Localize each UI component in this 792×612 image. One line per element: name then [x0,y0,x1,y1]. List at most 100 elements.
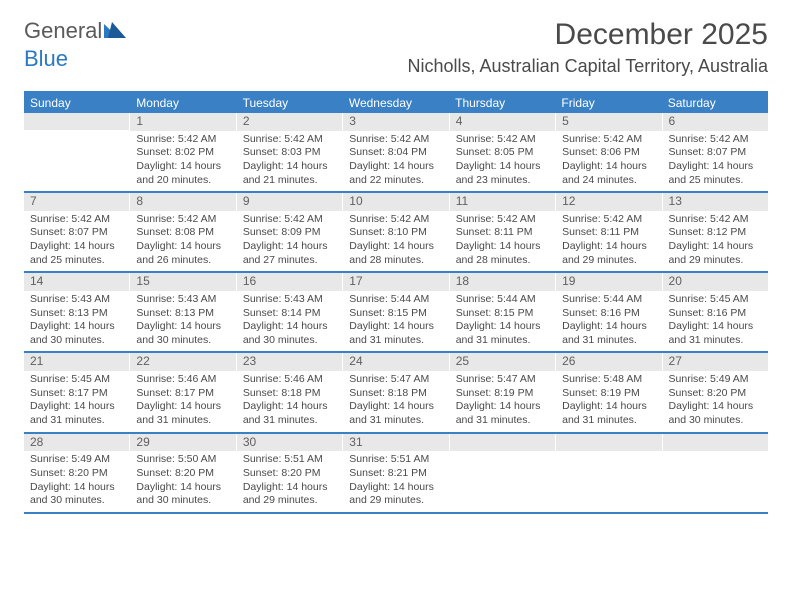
day-cell: 8Sunrise: 5:42 AMSunset: 8:08 PMDaylight… [130,193,236,271]
daylight1-text: Daylight: 14 hours [136,240,229,254]
sunset-text: Sunset: 8:11 PM [562,226,655,240]
day-number: 23 [237,353,342,371]
day-content: Sunrise: 5:42 AMSunset: 8:09 PMDaylight:… [237,211,342,272]
day-cell: 28Sunrise: 5:49 AMSunset: 8:20 PMDayligh… [24,434,130,512]
daylight2-text: and 28 minutes. [456,254,549,268]
daylight2-text: and 26 minutes. [136,254,229,268]
day-content: Sunrise: 5:49 AMSunset: 8:20 PMDaylight:… [663,371,768,432]
daylight2-text: and 31 minutes. [136,414,229,428]
daylight1-text: Daylight: 14 hours [349,160,442,174]
sunset-text: Sunset: 8:17 PM [136,387,229,401]
day-number: 12 [556,193,661,211]
day-content: Sunrise: 5:45 AMSunset: 8:17 PMDaylight:… [24,371,129,432]
day-header-row: Sunday Monday Tuesday Wednesday Thursday… [24,93,768,113]
day-cell [556,434,662,512]
day-cell: 16Sunrise: 5:43 AMSunset: 8:14 PMDayligh… [237,273,343,351]
daylight2-text: and 28 minutes. [349,254,442,268]
sunset-text: Sunset: 8:09 PM [243,226,336,240]
day-content: Sunrise: 5:42 AMSunset: 8:10 PMDaylight:… [343,211,448,272]
sunset-text: Sunset: 8:20 PM [30,467,123,481]
day-number: 19 [556,273,661,291]
sunset-text: Sunset: 8:06 PM [562,146,655,160]
day-content: Sunrise: 5:44 AMSunset: 8:15 PMDaylight:… [450,291,555,352]
sunset-text: Sunset: 8:04 PM [349,146,442,160]
daylight2-text: and 24 minutes. [562,174,655,188]
daylight1-text: Daylight: 14 hours [349,400,442,414]
daylight1-text: Daylight: 14 hours [349,320,442,334]
sunset-text: Sunset: 8:03 PM [243,146,336,160]
daylight1-text: Daylight: 14 hours [136,400,229,414]
daylight2-text: and 30 minutes. [136,334,229,348]
sunrise-text: Sunrise: 5:42 AM [456,213,549,227]
day-content: Sunrise: 5:42 AMSunset: 8:08 PMDaylight:… [130,211,235,272]
daylight2-text: and 29 minutes. [669,254,762,268]
daylight1-text: Daylight: 14 hours [136,320,229,334]
daylight1-text: Daylight: 14 hours [30,481,123,495]
empty-day-number [24,113,129,130]
day-cell [24,113,130,191]
daylight1-text: Daylight: 14 hours [562,400,655,414]
sunrise-text: Sunrise: 5:42 AM [349,213,442,227]
day-number: 15 [130,273,235,291]
sunrise-text: Sunrise: 5:42 AM [669,133,762,147]
day-cell: 9Sunrise: 5:42 AMSunset: 8:09 PMDaylight… [237,193,343,271]
daylight1-text: Daylight: 14 hours [669,400,762,414]
day-number: 3 [343,113,448,131]
day-cell: 18Sunrise: 5:44 AMSunset: 8:15 PMDayligh… [450,273,556,351]
sunset-text: Sunset: 8:02 PM [136,146,229,160]
day-content: Sunrise: 5:44 AMSunset: 8:16 PMDaylight:… [556,291,661,352]
day-number: 20 [663,273,768,291]
sunset-text: Sunset: 8:17 PM [30,387,123,401]
daylight1-text: Daylight: 14 hours [456,240,549,254]
day-number: 10 [343,193,448,211]
day-number: 21 [24,353,129,371]
day-number: 30 [237,434,342,452]
month-title: December 2025 [408,18,768,52]
sunrise-text: Sunrise: 5:45 AM [30,373,123,387]
week-row: 21Sunrise: 5:45 AMSunset: 8:17 PMDayligh… [24,353,768,433]
sunset-text: Sunset: 8:16 PM [669,307,762,321]
day-content: Sunrise: 5:43 AMSunset: 8:13 PMDaylight:… [130,291,235,352]
day-header: Friday [555,93,661,113]
day-content: Sunrise: 5:47 AMSunset: 8:18 PMDaylight:… [343,371,448,432]
week-row: 28Sunrise: 5:49 AMSunset: 8:20 PMDayligh… [24,434,768,514]
daylight2-text: and 20 minutes. [136,174,229,188]
sunset-text: Sunset: 8:11 PM [456,226,549,240]
logo-text-general: General [24,18,102,44]
daylight1-text: Daylight: 14 hours [349,240,442,254]
daylight1-text: Daylight: 14 hours [456,160,549,174]
sunset-text: Sunset: 8:18 PM [349,387,442,401]
sunrise-text: Sunrise: 5:42 AM [136,213,229,227]
day-cell: 4Sunrise: 5:42 AMSunset: 8:05 PMDaylight… [450,113,556,191]
daylight2-text: and 31 minutes. [243,414,336,428]
empty-day-number [663,434,768,451]
day-content: Sunrise: 5:43 AMSunset: 8:14 PMDaylight:… [237,291,342,352]
day-cell: 6Sunrise: 5:42 AMSunset: 8:07 PMDaylight… [663,113,768,191]
daylight2-text: and 31 minutes. [456,334,549,348]
daylight2-text: and 30 minutes. [30,334,123,348]
day-content: Sunrise: 5:42 AMSunset: 8:11 PMDaylight:… [450,211,555,272]
location-subtitle: Nicholls, Australian Capital Territory, … [408,56,768,77]
sunset-text: Sunset: 8:15 PM [456,307,549,321]
sunset-text: Sunset: 8:05 PM [456,146,549,160]
daylight1-text: Daylight: 14 hours [243,240,336,254]
day-cell [663,434,768,512]
sunset-text: Sunset: 8:13 PM [30,307,123,321]
daylight1-text: Daylight: 14 hours [30,400,123,414]
day-cell [450,434,556,512]
daylight1-text: Daylight: 14 hours [669,160,762,174]
daylight1-text: Daylight: 14 hours [456,400,549,414]
sunrise-text: Sunrise: 5:49 AM [669,373,762,387]
sunrise-text: Sunrise: 5:42 AM [136,133,229,147]
day-number: 5 [556,113,661,131]
sunset-text: Sunset: 8:18 PM [243,387,336,401]
logo-triangle-icon [104,18,126,44]
calendar: Sunday Monday Tuesday Wednesday Thursday… [24,91,768,514]
sunset-text: Sunset: 8:07 PM [30,226,123,240]
sunrise-text: Sunrise: 5:45 AM [669,293,762,307]
day-cell: 19Sunrise: 5:44 AMSunset: 8:16 PMDayligh… [556,273,662,351]
sunset-text: Sunset: 8:20 PM [243,467,336,481]
daylight2-text: and 25 minutes. [30,254,123,268]
day-cell: 21Sunrise: 5:45 AMSunset: 8:17 PMDayligh… [24,353,130,431]
day-number: 7 [24,193,129,211]
